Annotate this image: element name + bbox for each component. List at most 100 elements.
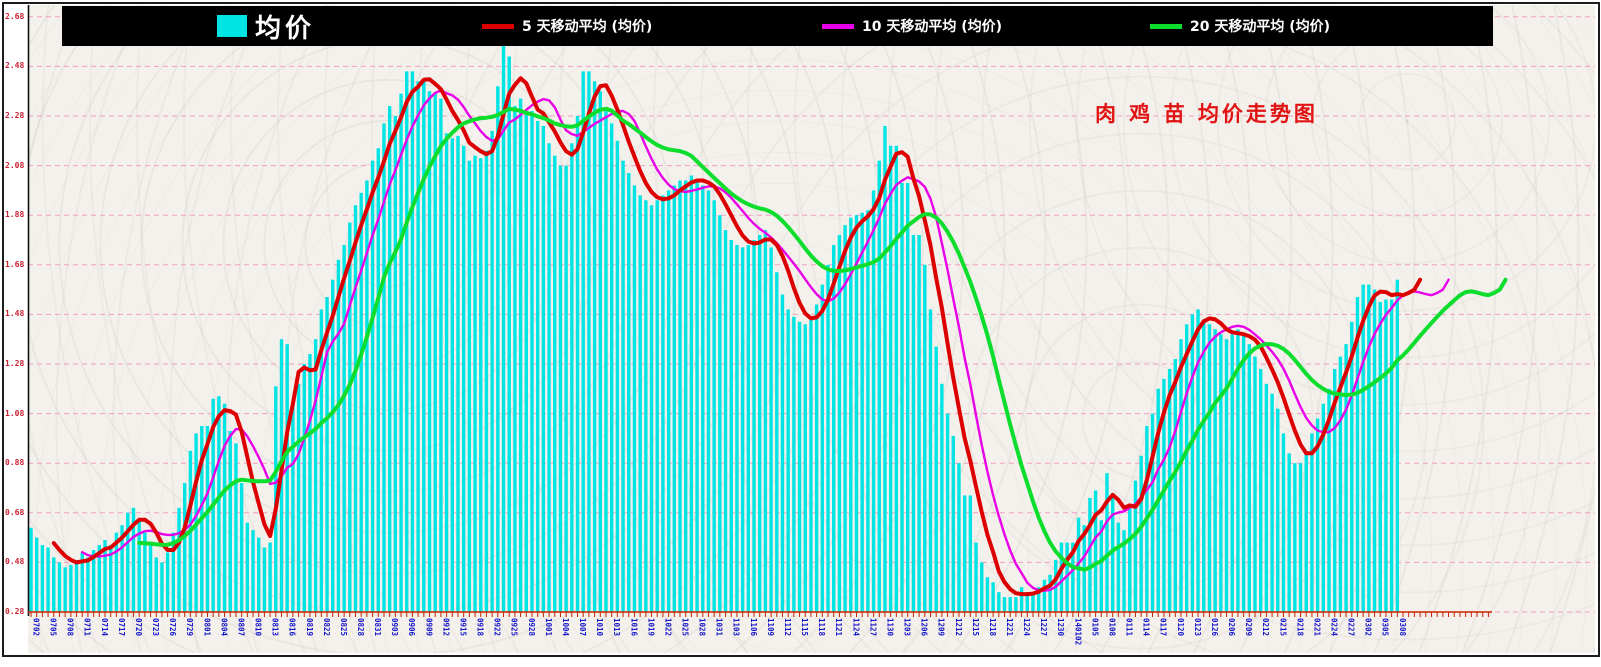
price-bar (985, 577, 990, 612)
price-bar (473, 155, 477, 612)
price-bar (666, 190, 671, 612)
price-bar (1241, 334, 1246, 612)
price-bar (820, 284, 825, 612)
price-bar (934, 346, 938, 612)
y-axis-label: 2.28 (5, 111, 25, 120)
price-bar (1293, 463, 1297, 612)
price-bar (126, 512, 130, 612)
price-bar (1219, 334, 1223, 612)
price-bar (165, 552, 170, 612)
x-axis-label: 1127 (868, 618, 877, 636)
price-bar (632, 185, 637, 612)
x-axis-label: 1124 (851, 618, 860, 637)
x-axis-label: 0922 (493, 618, 502, 636)
price-bar (1122, 530, 1126, 612)
price-bar (171, 532, 176, 612)
price-bar (114, 532, 119, 612)
price-bar (843, 225, 847, 612)
price-bar (1384, 299, 1388, 612)
bar-series-swatch-icon (217, 15, 247, 37)
x-axis-label: 1206 (920, 618, 929, 637)
x-axis-label: 1115 (800, 618, 809, 636)
price-bar (735, 244, 739, 612)
x-axis-label: 0804 (219, 618, 228, 637)
price-bar (450, 138, 454, 612)
ma20-line-swatch-icon (1150, 23, 1182, 29)
price-bar (814, 304, 819, 612)
price-bar (826, 264, 830, 612)
price-bar (296, 383, 301, 612)
y-axis-label: 2.08 (5, 160, 25, 170)
price-bar (1253, 356, 1257, 612)
x-axis-label: 0801 (202, 618, 211, 637)
price-bar (365, 180, 369, 612)
price-bar (1287, 453, 1291, 612)
price-bar (97, 545, 102, 612)
price-bar (866, 210, 870, 612)
x-axis-label: 1109 (766, 618, 775, 637)
price-bar (461, 145, 466, 612)
price-bar (1059, 542, 1064, 612)
x-axis-label: 1025 (681, 618, 690, 636)
price-bar (291, 406, 295, 612)
price-bar (860, 212, 864, 612)
price-bar (923, 264, 927, 612)
x-axis-label: 0831 (373, 618, 382, 637)
price-bar (80, 552, 84, 612)
price-bar (1372, 289, 1377, 612)
price-bar (137, 520, 141, 612)
price-bar (809, 319, 813, 612)
price-bar (1139, 455, 1143, 612)
price-bar (877, 160, 881, 612)
price-bar (1361, 284, 1365, 612)
price-bar (535, 120, 540, 612)
price-bar (592, 81, 597, 612)
price-bar (1338, 356, 1343, 612)
price-bar (52, 557, 56, 612)
price-bar (148, 545, 153, 612)
x-axis-label: 1004 (561, 618, 570, 637)
price-bar (69, 564, 73, 612)
x-axis-label: 1031 (715, 618, 724, 637)
price-bar (962, 495, 967, 612)
price-bar (581, 71, 585, 612)
ma20-line (137, 106, 1508, 572)
x-axis-label: 1007 (578, 618, 587, 636)
price-bar (945, 413, 950, 612)
price-bar (980, 562, 984, 612)
legend-label-ma10: 10 天移动平均 (均价) (862, 19, 1003, 35)
price-bar (1298, 463, 1303, 612)
price-bar (558, 165, 563, 612)
price-bar (217, 396, 221, 612)
price-bar (832, 244, 836, 612)
price-bar (154, 557, 158, 612)
x-axis-label: 1227 (1039, 618, 1048, 636)
price-bar (1213, 329, 1217, 612)
legend-item-ma5: 5 天移动平均 (均价) (482, 6, 652, 46)
price-bar (997, 592, 1001, 612)
price-bar (655, 200, 659, 612)
price-bar (46, 547, 50, 612)
price-bar (1207, 324, 1212, 612)
x-axis-label: 0912 (441, 618, 450, 636)
price-bar (183, 483, 187, 612)
x-axis-label: 0726 (168, 618, 177, 637)
price-bar (1002, 597, 1007, 612)
price-bar (382, 123, 386, 612)
price-bar (695, 180, 699, 612)
price-bar (57, 562, 62, 612)
x-axis-label: 1218 (988, 618, 997, 637)
legend-label-avg-price: 均价 (255, 13, 316, 44)
x-axis-label: 1230 (1056, 618, 1065, 637)
price-bar (439, 98, 443, 612)
x-axis-label: 0928 (527, 618, 536, 637)
price-bar (1025, 592, 1029, 612)
y-axis-label: 1.48 (5, 309, 25, 319)
price-bar (131, 507, 136, 612)
price-bar (143, 532, 147, 612)
price-bar (621, 160, 625, 612)
price-bar (1276, 408, 1280, 612)
price-bar (467, 160, 472, 612)
y-axis-label: 0.68 (5, 507, 25, 517)
price-bar (1133, 480, 1138, 612)
